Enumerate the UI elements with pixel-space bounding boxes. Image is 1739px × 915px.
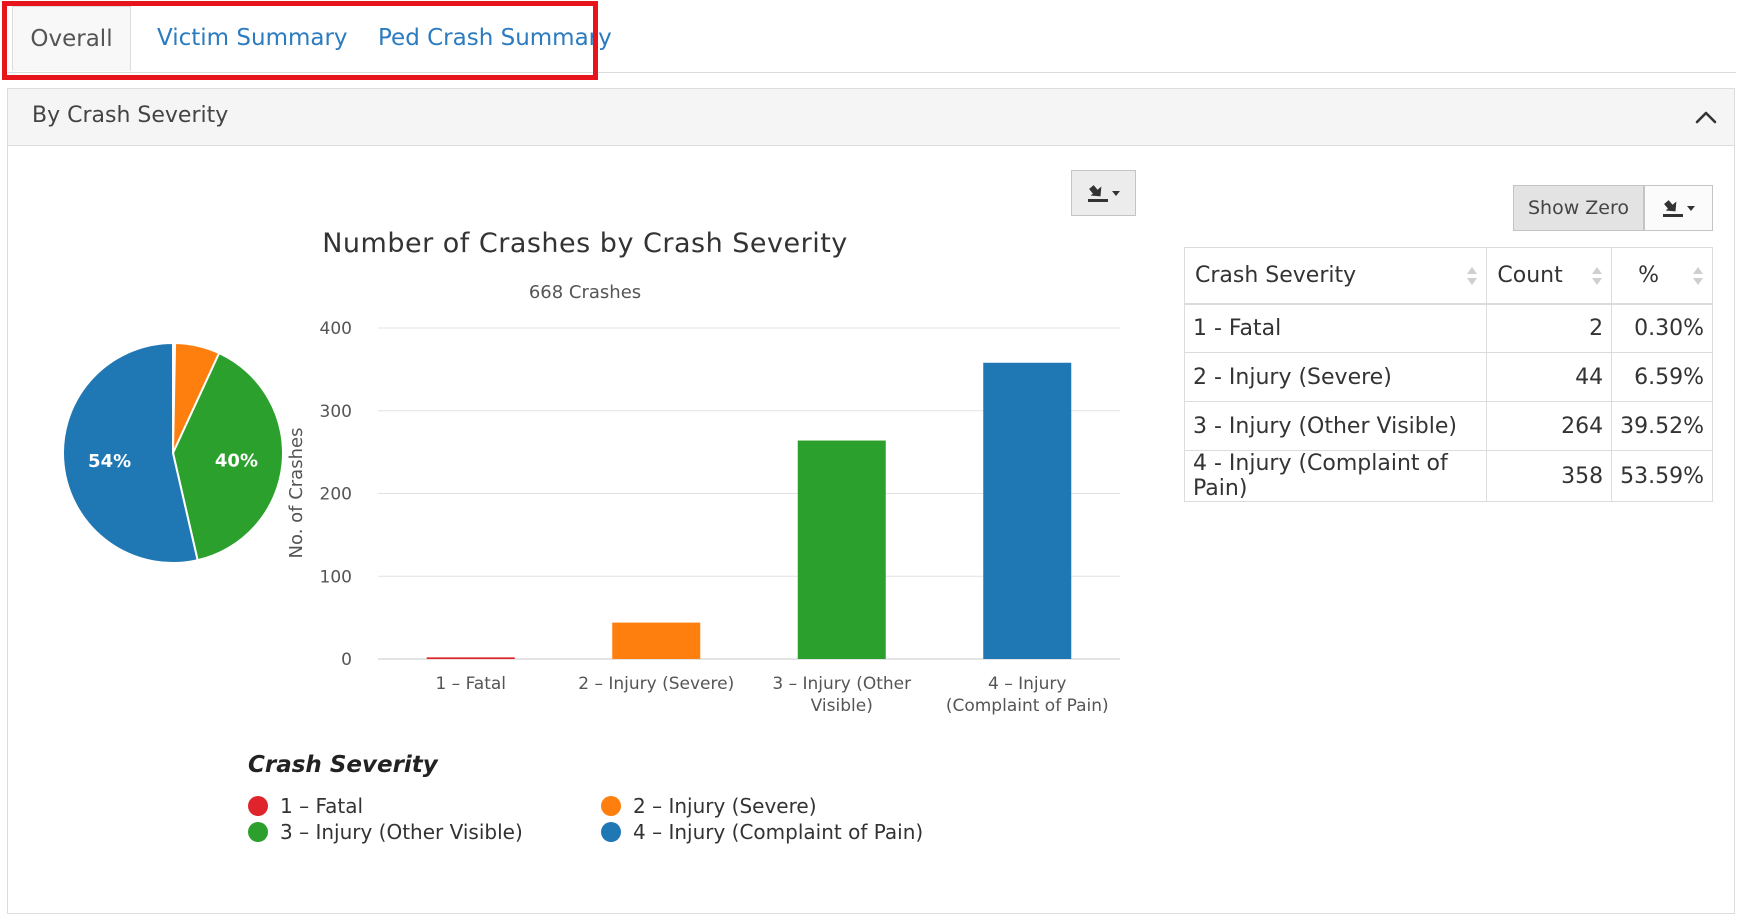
chevron-up-icon[interactable] [1692,103,1720,131]
cell-percent: 53.59% [1611,450,1713,502]
legend-marker [248,796,268,816]
legend-item[interactable]: 2 – Injury (Severe) [601,794,817,818]
crash-severity-table: Crash Severity Count % 1 - Fatal 2 0.30% [1183,247,1713,502]
table-export-button[interactable] [1644,185,1713,231]
table-row: 4 - Injury (Complaint of Pain) 358 53.59… [1183,450,1713,502]
legend-marker [601,822,621,842]
tab-ped-crash-summary[interactable]: Ped Crash Summary [378,25,612,51]
column-header-percent[interactable]: % [1611,247,1713,305]
cell-count: 358 [1486,450,1613,502]
column-header-label: % [1638,262,1659,288]
column-header-label: Crash Severity [1195,262,1357,288]
legend-marker [248,822,268,842]
table-row: 2 - Injury (Severe) 44 6.59% [1183,352,1713,402]
tab-bar: Overall Victim Summary Ped Crash Summary [8,0,1736,73]
export-icon [1087,185,1120,202]
export-icon [1662,200,1695,217]
legend-item[interactable]: 4 – Injury (Complaint of Pain) [601,820,923,844]
table-row: 3 - Injury (Other Visible) 264 39.52% [1183,401,1713,451]
legend-item[interactable]: 3 – Injury (Other Visible) [248,820,523,844]
legend-label: 3 – Injury (Other Visible) [280,820,523,844]
cell-count: 2 [1486,303,1613,353]
tab-overall[interactable]: Overall [12,6,131,71]
legend-marker [601,796,621,816]
chart-export-button[interactable] [1071,170,1136,216]
crash-severity-panel: By Crash Severity Show Zero Crash Severi… [7,88,1735,914]
panel-title: By Crash Severity [32,103,229,128]
column-header-label: Count [1497,262,1563,288]
legend-label: 4 – Injury (Complaint of Pain) [633,820,923,844]
cell-percent: 0.30% [1611,303,1713,353]
legend-label: 2 – Injury (Severe) [633,794,817,818]
cell-percent: 6.59% [1611,352,1713,402]
table-row: 1 - Fatal 2 0.30% [1183,303,1713,353]
cell-severity: 1 - Fatal [1183,303,1488,353]
legend-label: 1 – Fatal [280,794,363,818]
column-header-count[interactable]: Count [1486,247,1613,305]
cell-percent: 39.52% [1611,401,1713,451]
sort-icon [1467,267,1478,285]
cell-severity: 2 - Injury (Severe) [1183,352,1488,402]
tab-victim-summary[interactable]: Victim Summary [157,25,348,51]
cell-count: 44 [1486,352,1613,402]
sort-icon [1693,267,1703,285]
column-header-crash-severity[interactable]: Crash Severity [1183,247,1488,305]
legend-item[interactable]: 1 – Fatal [248,794,363,818]
show-zero-button[interactable]: Show Zero [1513,185,1644,231]
table-header-row: Crash Severity Count % [1183,247,1713,305]
panel-header[interactable]: By Crash Severity [8,89,1734,146]
chart-legend: Crash Severity 1 – Fatal 2 – Injury (Seve… [248,752,923,844]
sort-icon [1592,267,1603,285]
cell-count: 264 [1486,401,1613,451]
cell-severity: 4 - Injury (Complaint of Pain) [1183,450,1488,502]
cell-severity: 3 - Injury (Other Visible) [1183,401,1488,451]
